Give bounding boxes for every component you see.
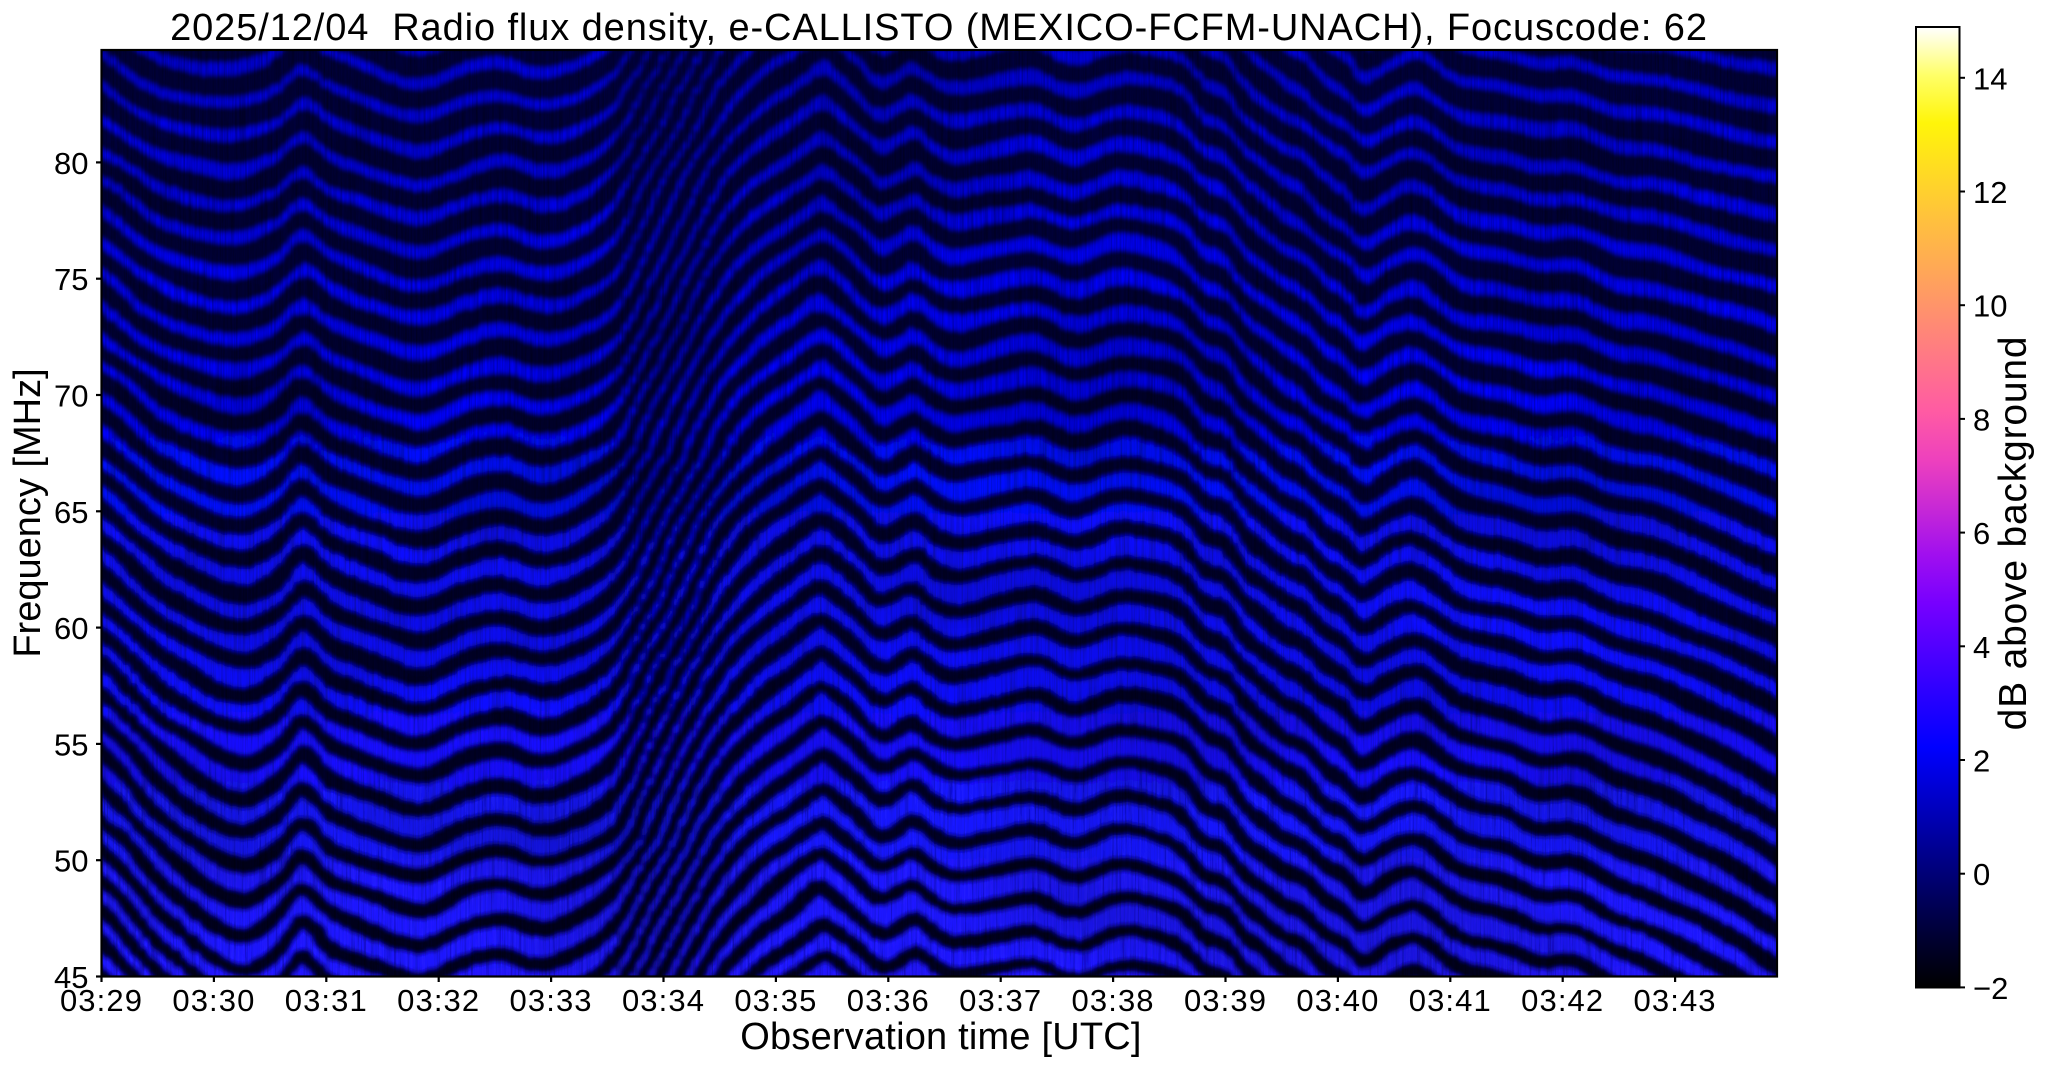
svg-text:Frequency [MHz]: Frequency [MHz] xyxy=(7,368,49,657)
svg-text:03:40: 03:40 xyxy=(1296,983,1379,1018)
svg-text:65: 65 xyxy=(54,495,88,530)
svg-text:03:41: 03:41 xyxy=(1409,983,1492,1018)
svg-text:6: 6 xyxy=(1973,516,1990,551)
svg-text:03:30: 03:30 xyxy=(172,983,255,1018)
svg-text:03:29: 03:29 xyxy=(60,983,143,1018)
svg-text:10: 10 xyxy=(1973,289,2007,324)
svg-text:03:35: 03:35 xyxy=(734,983,817,1018)
svg-text:50: 50 xyxy=(54,844,88,879)
svg-text:60: 60 xyxy=(54,611,88,646)
svg-text:4: 4 xyxy=(1973,630,1990,665)
svg-text:55: 55 xyxy=(54,727,88,762)
svg-text:03:36: 03:36 xyxy=(847,983,930,1018)
svg-text:03:32: 03:32 xyxy=(397,983,480,1018)
svg-text:03:33: 03:33 xyxy=(510,983,593,1018)
svg-text:45: 45 xyxy=(54,960,88,995)
svg-text:0: 0 xyxy=(1973,857,1990,892)
svg-text:12: 12 xyxy=(1973,175,2007,210)
svg-text:Observation time [UTC]: Observation time [UTC] xyxy=(740,1016,1141,1058)
svg-text:2: 2 xyxy=(1973,744,1990,779)
svg-text:dB above background: dB above background xyxy=(1992,336,2035,731)
svg-text:03:37: 03:37 xyxy=(959,983,1042,1018)
svg-text:03:31: 03:31 xyxy=(285,983,368,1018)
svg-text:8: 8 xyxy=(1973,402,1990,437)
svg-text:14: 14 xyxy=(1973,61,2007,96)
svg-text:−2: −2 xyxy=(1973,971,2008,1006)
svg-text:03:43: 03:43 xyxy=(1634,983,1717,1018)
svg-text:03:34: 03:34 xyxy=(622,983,705,1018)
svg-text:70: 70 xyxy=(54,379,88,414)
svg-text:80: 80 xyxy=(54,146,88,181)
svg-text:03:39: 03:39 xyxy=(1184,983,1267,1018)
svg-text:75: 75 xyxy=(54,262,88,297)
svg-text:2025/12/04 Radio flux density: 2025/12/04 Radio flux density, e-CALLIST… xyxy=(170,7,1708,49)
svg-text:03:42: 03:42 xyxy=(1521,983,1604,1018)
svg-text:03:38: 03:38 xyxy=(1072,983,1155,1018)
